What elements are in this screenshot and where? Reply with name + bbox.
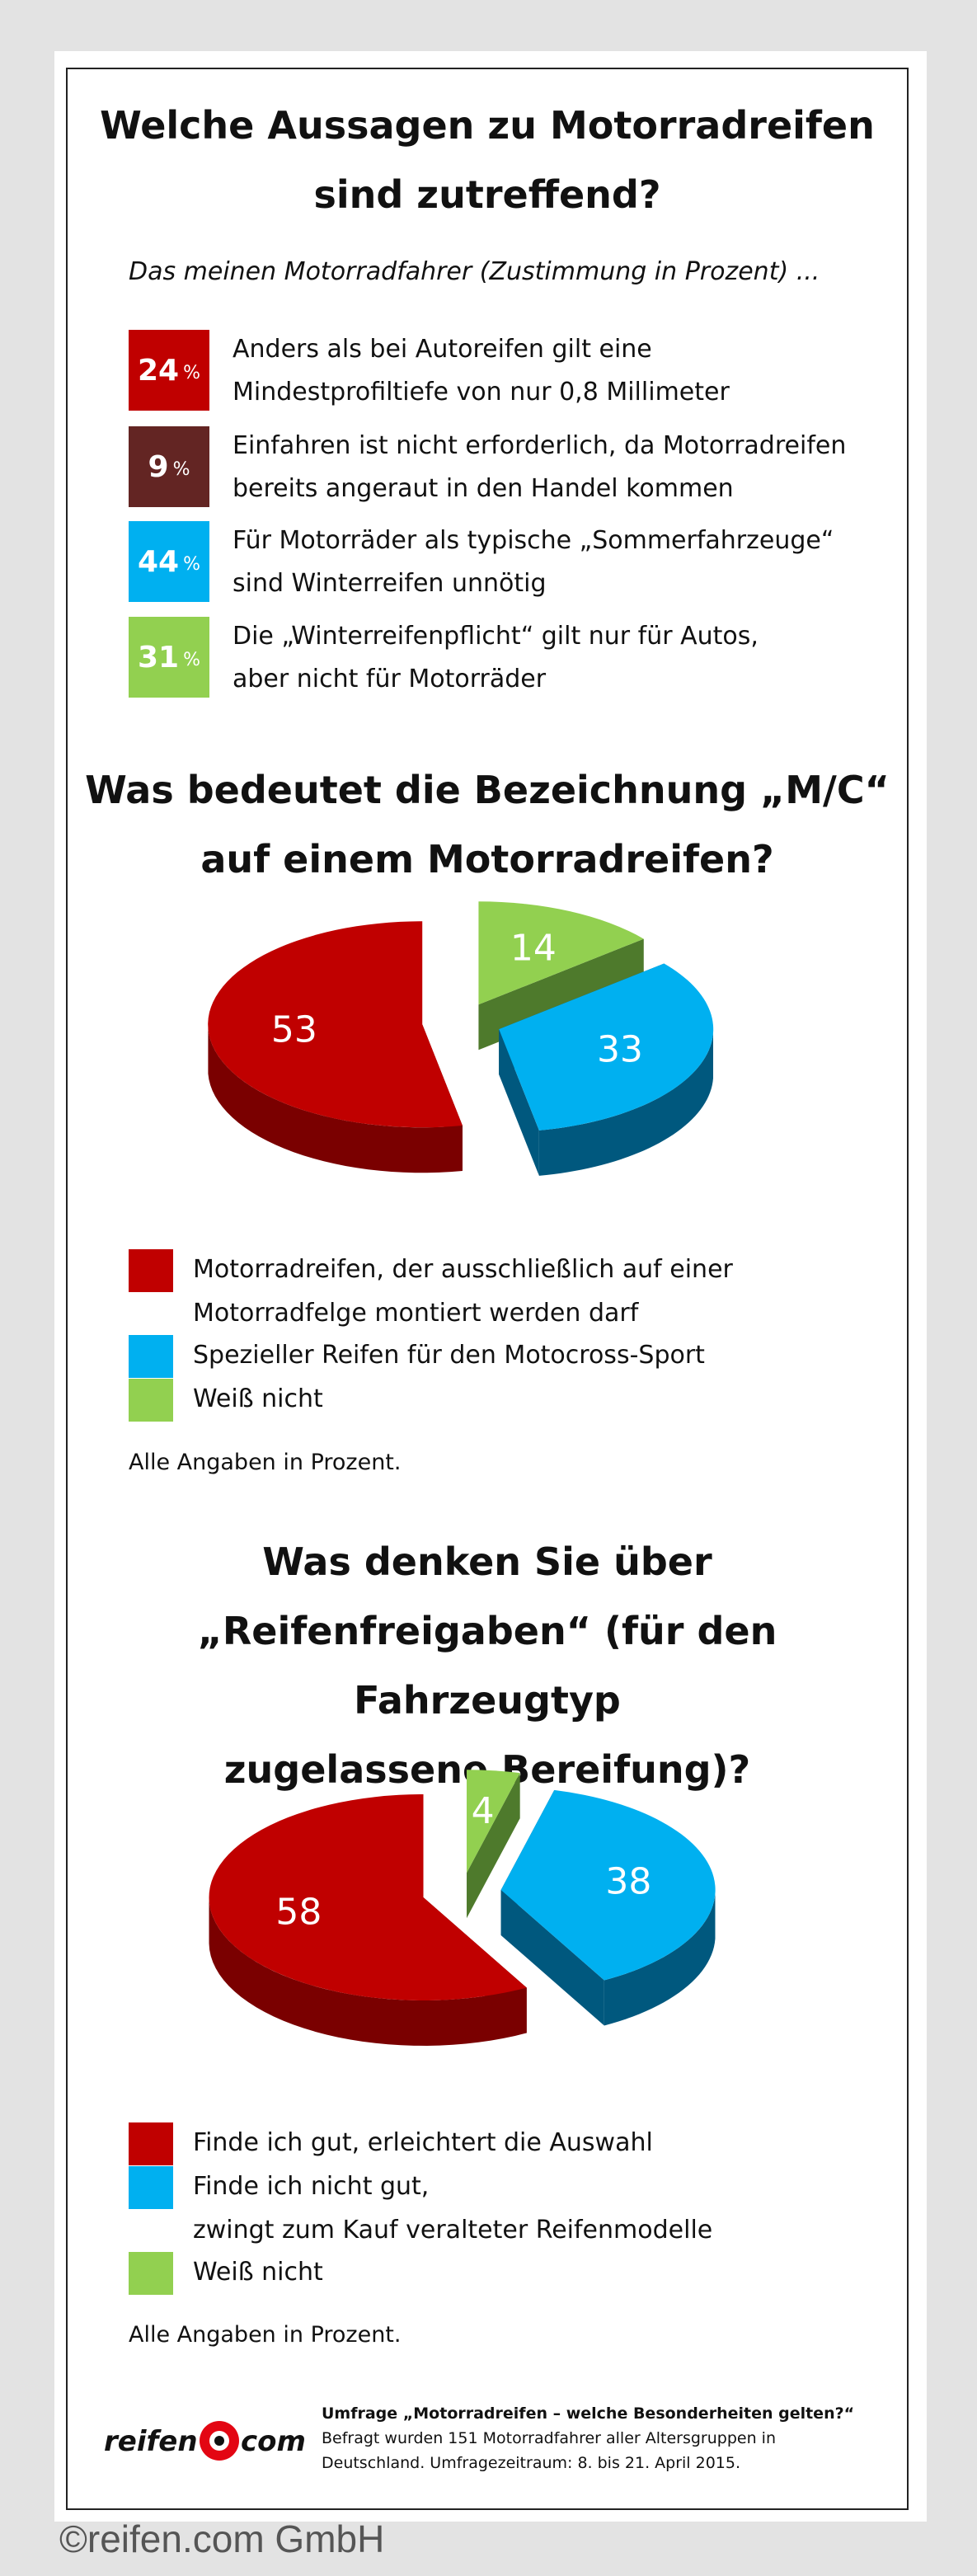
pie-data-label: 38 <box>605 1861 651 1903</box>
section2-title: Was bedeutet die Bezeichnung „M/C“ auf e… <box>66 755 909 894</box>
pie-slice-2: 38 <box>500 1789 716 2026</box>
stat-line2: bereits angeraut in den Handel kommen <box>233 474 734 503</box>
pie-data-label: 33 <box>597 1029 643 1071</box>
section3-note: Alle Angaben in Prozent. <box>129 2322 402 2348</box>
section1-title-line1: Welche Aussagen zu Motorradreifen <box>100 103 875 148</box>
section1-title-line2: sind zutreffend? <box>313 172 661 217</box>
legend-label: Spezieller Reifen für den Motocross-Spor… <box>193 1341 705 1370</box>
pie-slice-top <box>208 921 463 1128</box>
stat-line2: Mindestprofiltiefe von nur 0,8 Millimete… <box>233 378 730 407</box>
section2-title-line2: auf einem Motorradreifen? <box>200 837 774 881</box>
stat-item: 31% Die „Winterreifenpflicht“ gilt nur f… <box>129 617 871 699</box>
legend-label: Motorradreifen, der ausschließlich auf e… <box>193 1248 733 1335</box>
pie-slice-2: 33 <box>499 963 714 1176</box>
infographic-frame <box>66 68 909 2510</box>
legend-swatch <box>129 1249 173 1292</box>
stat-value: 44 <box>137 544 180 579</box>
stat-value: 24 <box>137 353 180 388</box>
stat-item: 9% Einfahren ist nicht erforderlich, da … <box>129 426 871 509</box>
survey-line1: Befragt wurden 151 Motorradfahrer aller … <box>322 2429 776 2447</box>
stat-value-box: 31% <box>129 617 209 698</box>
stat-text: Für Motorräder als typische „Sommerfahrz… <box>233 519 834 605</box>
legend-swatch <box>129 2252 173 2295</box>
pie-slice-wall <box>208 1028 463 1173</box>
survey-title: Umfrage „Motorradreifen – welche Besonde… <box>322 2404 855 2423</box>
section3-title-line2: „Reifenfreigaben“ (für den Fahrzeugtyp <box>197 1609 777 1723</box>
reifen-com-logo: reifen com <box>104 2421 306 2461</box>
pie-slice-face <box>500 1889 604 2026</box>
legend-label: Weiß nicht <box>193 2258 323 2287</box>
pie-slice-1: 58 <box>209 1793 527 2046</box>
stat-unit: % <box>172 458 190 480</box>
stat-value-box: 24% <box>129 330 209 411</box>
pie-slice-face <box>467 1773 520 1919</box>
stat-item: 24% Anders als bei Autoreifen gilt eine M… <box>129 330 871 412</box>
stat-line1: Für Motorräder als typische „Sommerfahrz… <box>233 526 834 555</box>
section1-title: Welche Aussagen zu Motorradreifen sind z… <box>66 91 909 229</box>
pie-slice-top <box>500 1789 716 1981</box>
stat-text: Die „Winterreifenpflicht“ gilt nur für A… <box>233 615 759 701</box>
pie-data-label: 14 <box>510 927 557 969</box>
legend-swatch <box>129 1335 173 1378</box>
logo-text-right: com <box>241 2425 306 2458</box>
stat-value: 9 <box>148 449 169 484</box>
legend-label: Weiß nicht <box>193 1384 323 1413</box>
legend-line2: zwingt zum Kauf veralteter Reifenmodelle <box>193 2216 713 2245</box>
pie-slice-top <box>499 963 714 1131</box>
section2-note: Alle Angaben in Prozent. <box>129 1450 402 1475</box>
pie-slice-top <box>478 901 644 1005</box>
stat-text: Einfahren ist nicht erforderlich, da Mot… <box>233 425 846 510</box>
stat-unit: % <box>183 362 200 383</box>
copyright: ©reifen.com GmbH <box>59 2517 385 2560</box>
survey-info: Umfrage „Motorradreifen – welche Besonde… <box>322 2401 854 2475</box>
pie-data-label: 53 <box>271 1008 317 1051</box>
stat-text: Anders als bei Autoreifen gilt eine Minde… <box>233 328 730 414</box>
stat-value: 31 <box>137 640 180 675</box>
pie-data-label: 58 <box>275 1892 322 1934</box>
stat-unit: % <box>183 553 200 575</box>
pie-slice-top <box>209 1793 527 2000</box>
legend-swatch <box>129 2166 173 2209</box>
legend-line1: Finde ich nicht gut, <box>193 2172 430 2201</box>
pie-chart-reifenfreigaben: 4 38 58 <box>209 1770 716 2046</box>
pie-chart-mc: 14 53 33 <box>208 901 714 1176</box>
section3-title: Was denken Sie über „Reifenfreigaben“ (f… <box>66 1527 909 1804</box>
stat-line2: aber nicht für Motorräder <box>233 665 547 693</box>
pie-data-label: 4 <box>472 1790 495 1832</box>
pie-slice-3: 4 <box>467 1770 520 1919</box>
stat-item: 44% Für Motorräder als typische „Sommerf… <box>129 521 871 604</box>
logo-text-left: reifen <box>104 2425 198 2458</box>
stat-unit: % <box>183 649 200 670</box>
legend-swatch <box>129 2122 173 2165</box>
section3-title-line1: Was denken Sie über <box>262 1539 712 1584</box>
pie-slice-wall <box>538 1032 714 1176</box>
pie-slice-wall <box>604 1893 716 2026</box>
stat-line1: Anders als bei Autoreifen gilt eine <box>233 335 652 364</box>
legend-line1: Motorradreifen, der ausschließlich auf e… <box>193 1255 733 1284</box>
legend-label: Finde ich gut, erleichtert die Auswahl <box>193 2128 653 2157</box>
stat-line2: sind Winterreifen unnötig <box>233 569 547 598</box>
legend-swatch <box>129 1379 173 1422</box>
stat-line1: Einfahren ist nicht erforderlich, da Mot… <box>233 431 847 460</box>
stat-line1: Die „Winterreifenpflicht“ gilt nur für A… <box>233 622 759 651</box>
section2-title-line1: Was bedeutet die Bezeichnung „M/C“ <box>85 768 890 812</box>
legend-line2: Motorradfelge montiert werden darf <box>193 1299 639 1328</box>
pie-slice-top <box>467 1770 520 1873</box>
pie-slice-wall <box>209 1898 527 2046</box>
survey-line2: Deutschland. Umfragezeitraum: 8. bis 21.… <box>322 2454 741 2472</box>
legend-label: Finde ich nicht gut, zwingt zum Kauf vera… <box>193 2165 712 2252</box>
pie-slice-1: 53 <box>208 921 463 1173</box>
stat-value-box: 44% <box>129 521 209 602</box>
section1-intro: Das meinen Motorradfahrer (Zustimmung in… <box>129 257 820 286</box>
stat-value-box: 9% <box>129 426 209 507</box>
